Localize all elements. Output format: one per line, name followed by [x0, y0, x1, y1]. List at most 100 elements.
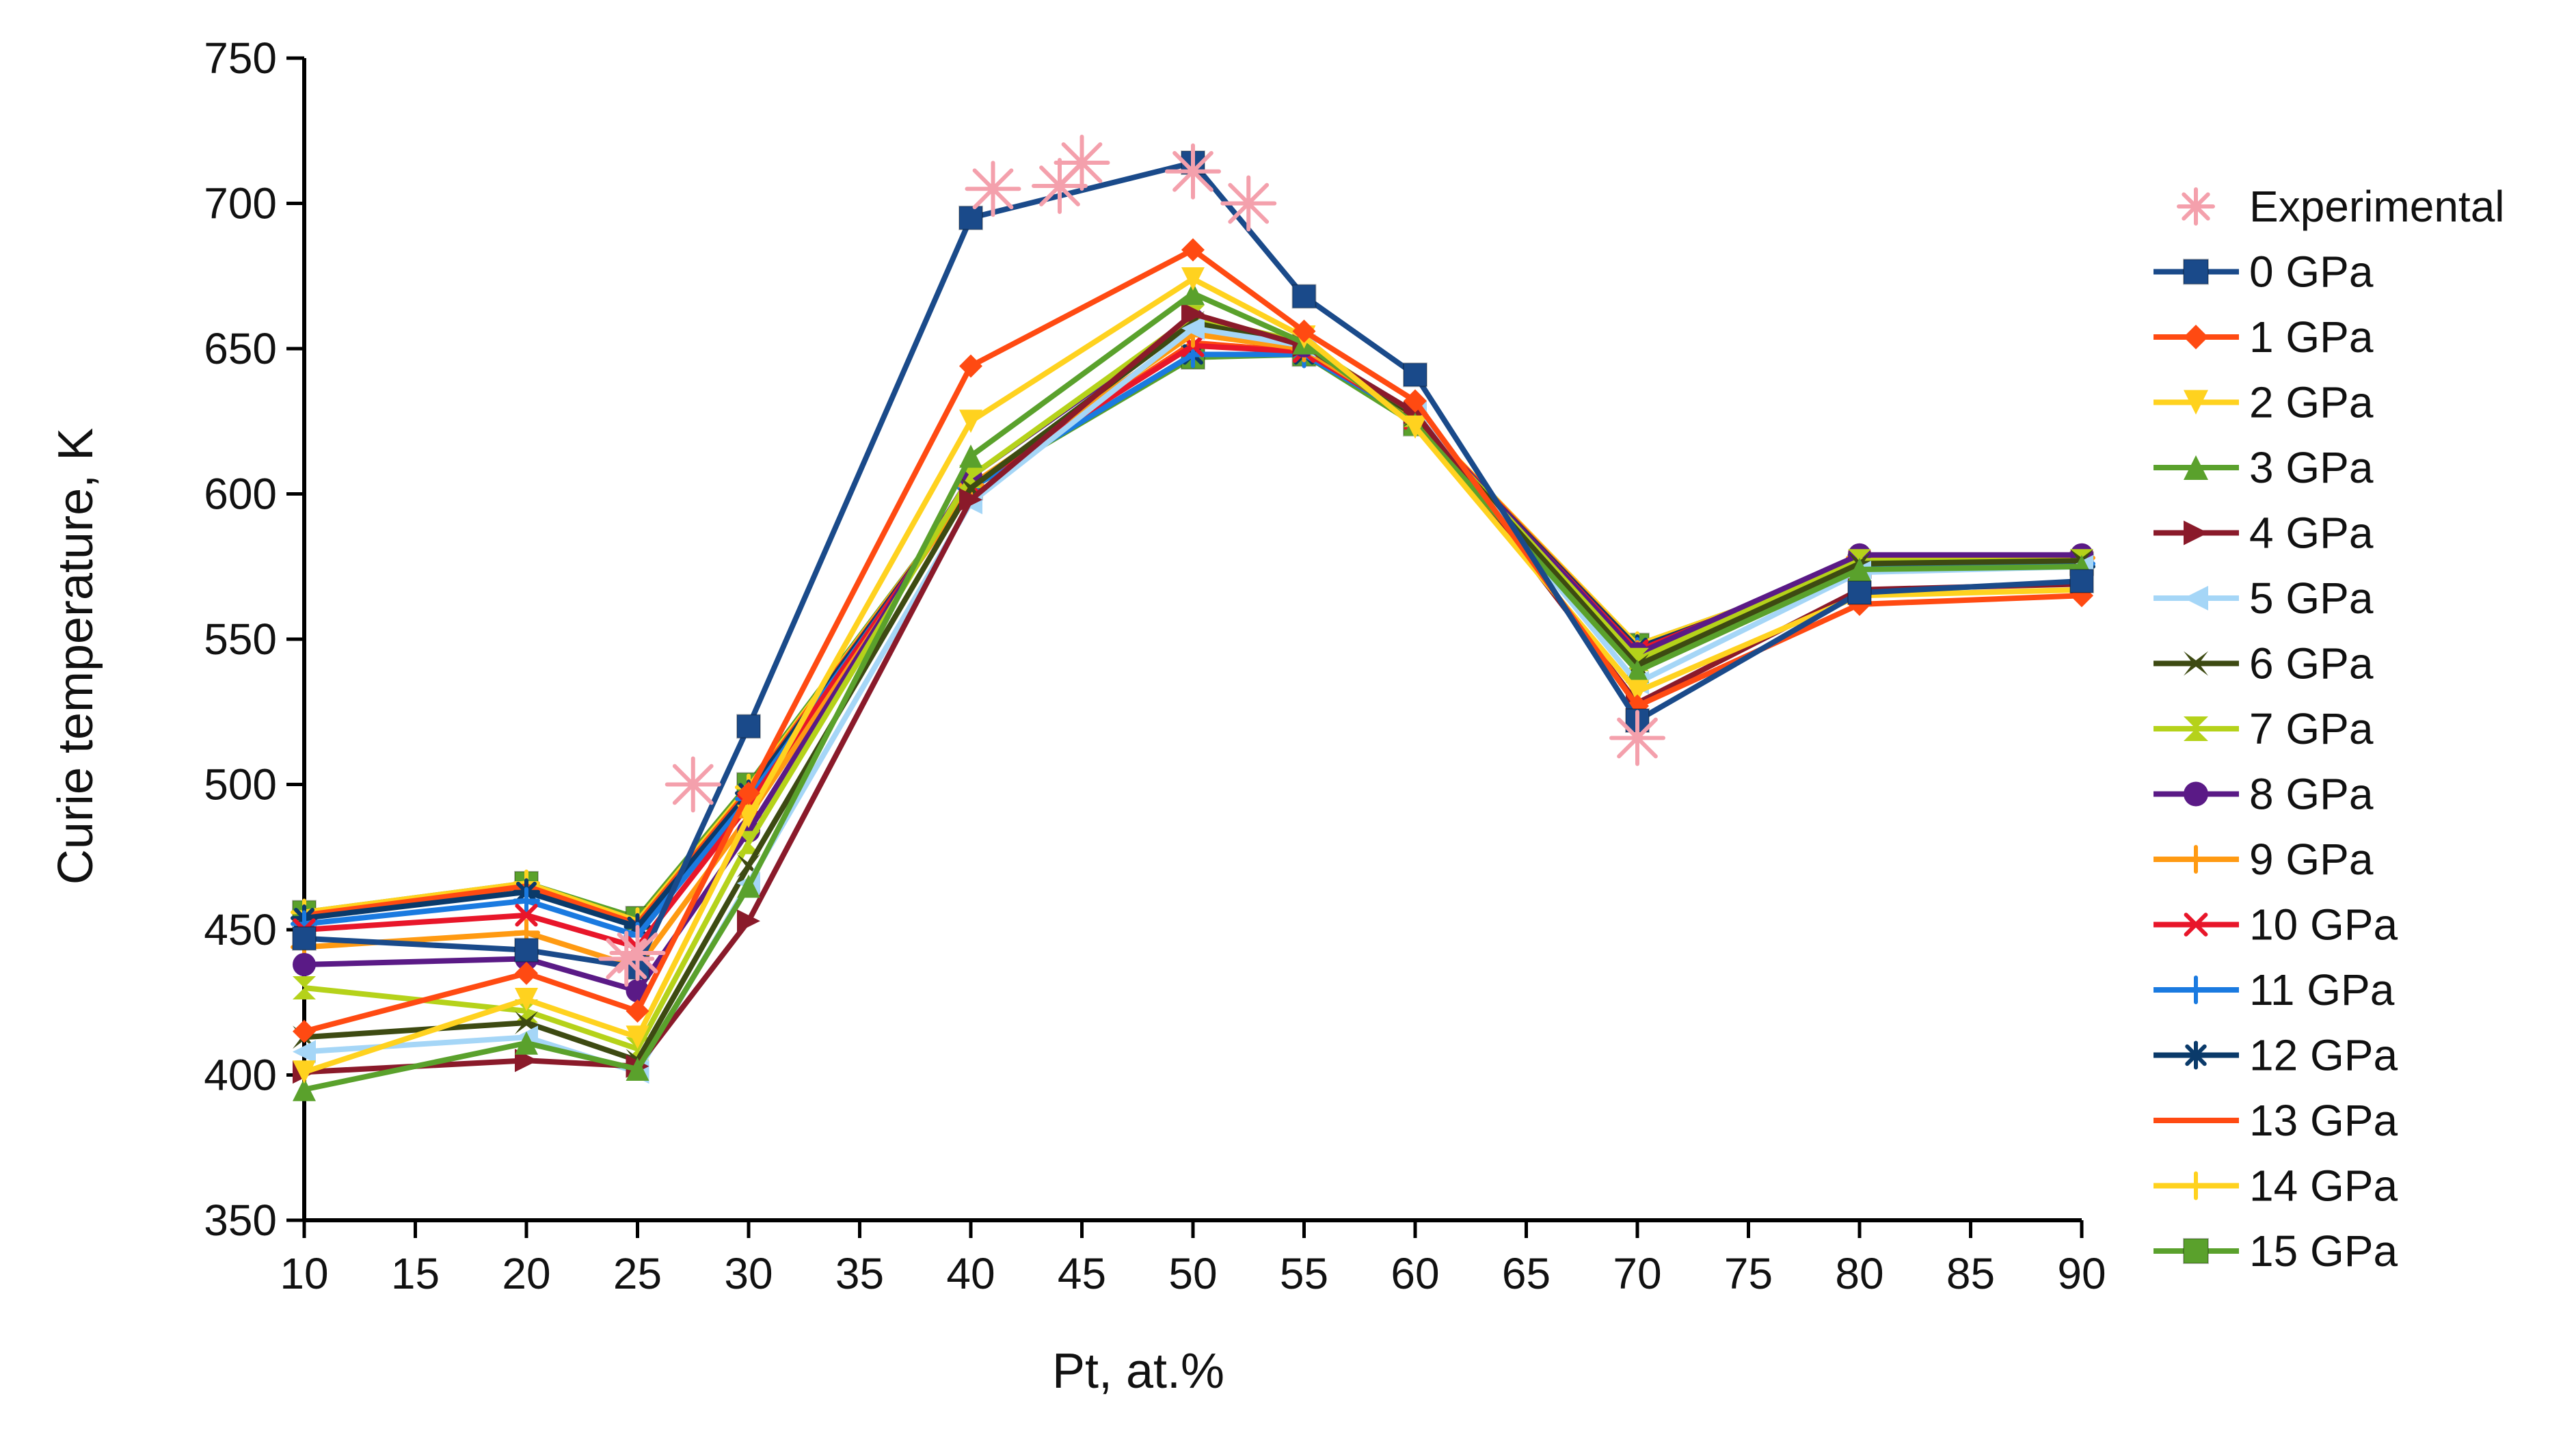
data-point: [293, 1060, 316, 1084]
legend-marker: [2183, 1238, 2209, 1264]
data-point: [959, 409, 982, 433]
series-3-gpa: [293, 282, 2093, 1101]
data-point: [1848, 558, 1871, 581]
legend-label: 15 GPa: [2249, 1226, 2398, 1276]
legend-label: 5 GPa: [2249, 574, 2374, 623]
legend-marker: [2184, 651, 2208, 676]
y-tick-label: 550: [204, 615, 277, 664]
legend-marker: [2184, 913, 2208, 937]
y-tick-label: 700: [204, 179, 277, 228]
series-7-gpa: [293, 305, 2093, 1061]
series-line: [304, 319, 2082, 1064]
series-11-gpa: [291, 340, 2095, 950]
series-9-gpa: [291, 320, 2095, 982]
legend-marker: [2177, 187, 2215, 226]
legend-marker: [2184, 455, 2208, 480]
series-10-gpa: [293, 334, 2093, 959]
series-line: [304, 342, 2082, 950]
legend-item: 6 GPa: [2154, 639, 2374, 688]
x-tick-label: 50: [1168, 1249, 1217, 1298]
data-point: [514, 937, 539, 963]
legend-label: 6 GPa: [2249, 639, 2374, 688]
legend-item: 4 GPa: [2154, 509, 2374, 558]
data-point: [293, 1040, 316, 1064]
data-point: [737, 909, 760, 933]
legend-label: 14 GPa: [2249, 1161, 2398, 1211]
legend-item: 8 GPa: [2154, 770, 2374, 819]
series-line: [304, 340, 2082, 927]
data-point: [2069, 569, 2094, 593]
legend-label: 3 GPa: [2249, 443, 2374, 492]
legend-marker: [2184, 586, 2208, 610]
legend-label: 9 GPa: [2249, 835, 2374, 884]
data-point: [1181, 238, 1205, 262]
data-point: [959, 354, 982, 378]
y-tick-label: 500: [204, 760, 277, 809]
x-tick-label: 85: [1946, 1249, 1995, 1298]
series-line: [304, 325, 2082, 1075]
legend-marker: [2183, 258, 2209, 285]
data-point: [293, 953, 316, 976]
experimental-point: [609, 925, 666, 981]
data-point: [1181, 317, 1205, 340]
series-15-gpa: [292, 342, 2094, 930]
legend-marker: [2182, 1171, 2210, 1200]
legend-item: Experimental: [2177, 182, 2505, 231]
data-point: [293, 1077, 316, 1101]
data-point: [958, 205, 983, 230]
y-tick-label: 600: [204, 470, 277, 519]
x-tick-label: 55: [1280, 1249, 1328, 1298]
legend-label: 2 GPa: [2249, 378, 2374, 427]
plot-area: [291, 135, 2095, 1101]
x-tick-label: 65: [1502, 1249, 1551, 1298]
legend-item: 1 GPa: [2154, 312, 2374, 362]
series-13-gpa: [304, 340, 2082, 927]
legend-label: 11 GPa: [2249, 965, 2395, 1014]
legend-marker: [2182, 845, 2210, 874]
experimental-point: [598, 930, 655, 987]
x-tick-label: 80: [1835, 1249, 1883, 1298]
data-point: [1626, 680, 1649, 703]
data-point: [737, 781, 760, 805]
data-point: [515, 988, 538, 1011]
series-line: [304, 331, 2082, 971]
x-tick-label: 90: [2057, 1249, 2106, 1298]
data-point: [626, 999, 649, 1023]
series-14-gpa: [291, 320, 2095, 935]
legend-label: 10 GPa: [2249, 900, 2398, 950]
data-point: [1181, 282, 1205, 306]
x-tick-label: 20: [502, 1249, 550, 1298]
legend-item: 10 GPa: [2154, 900, 2398, 950]
legend-label: 8 GPa: [2249, 770, 2374, 819]
series-line: [304, 351, 2082, 921]
x-tick-label: 40: [946, 1249, 995, 1298]
x-tick-label: 10: [280, 1249, 328, 1298]
data-point: [515, 1031, 538, 1055]
experimental-point: [1032, 158, 1088, 214]
data-point: [515, 961, 538, 985]
experimental-point: [965, 161, 1021, 217]
data-point: [626, 1058, 649, 1081]
data-point: [1403, 362, 1427, 388]
x-tick-label: 25: [613, 1249, 662, 1298]
legend-item: 0 GPa: [2154, 247, 2374, 297]
x-axis-title: Pt, at.%: [1052, 1344, 1224, 1399]
series-line: [304, 317, 2082, 994]
legend-item: 7 GPa: [2154, 704, 2374, 753]
data-point: [959, 488, 982, 511]
legend-label: 1 GPa: [2249, 312, 2374, 362]
data-point: [515, 904, 538, 927]
data-point: [1292, 319, 1316, 343]
data-point: [737, 874, 760, 898]
legend-marker: [2184, 390, 2208, 415]
legend-marker: [2182, 976, 2210, 1004]
series-12-gpa: [291, 340, 2095, 941]
legend-item: 2 GPa: [2154, 378, 2374, 427]
data-point: [1404, 415, 1427, 439]
experimental-point: [1220, 175, 1277, 232]
series-line: [304, 351, 2082, 930]
data-point: [1181, 267, 1205, 291]
legend-label: 0 GPa: [2249, 247, 2374, 297]
data-point: [737, 831, 760, 855]
